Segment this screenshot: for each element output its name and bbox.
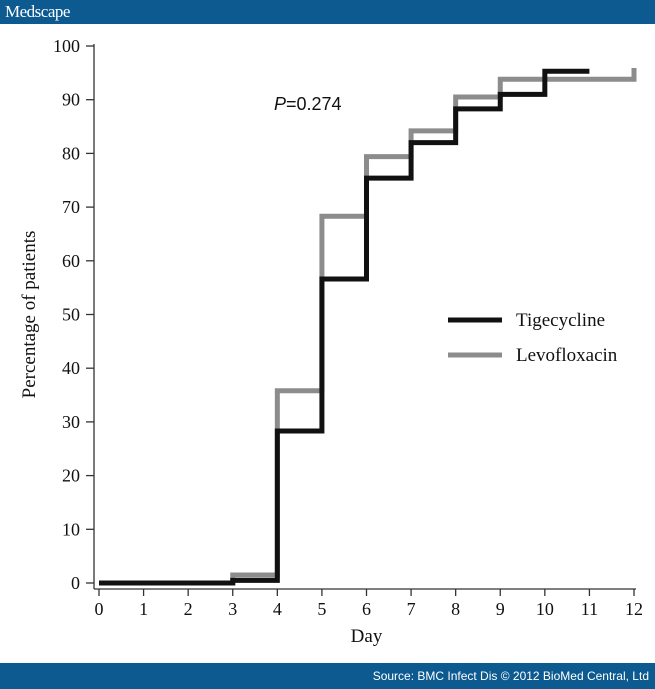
x-tick-label: 0 <box>95 599 104 619</box>
series-line-levofloxacin <box>99 68 637 586</box>
legend-label-levofloxacin: Levofloxacin <box>516 345 618 366</box>
x-tick-label: 12 <box>625 599 643 619</box>
x-tick-label: 1 <box>139 599 148 619</box>
y-tick-label: 20 <box>62 466 80 486</box>
y-tick-label: 10 <box>62 519 80 539</box>
x-tick-label: 8 <box>451 599 460 619</box>
y-axis-label: Percentage of patients <box>19 231 40 399</box>
y-tick-label: 60 <box>62 251 80 271</box>
x-tick-label: 9 <box>496 599 505 619</box>
x-tick-label: 6 <box>362 599 371 619</box>
y-tick-label: 100 <box>53 36 80 56</box>
x-tick-label: 10 <box>536 599 554 619</box>
y-tick-label: 40 <box>62 358 80 378</box>
y-tick-label: 70 <box>62 197 80 217</box>
y-tick-label: 30 <box>62 412 80 432</box>
medscape-logo: Medscape <box>5 2 70 21</box>
p-value: =0.274 <box>286 94 342 114</box>
header-bar: Medscape <box>0 0 655 24</box>
legend-label-tigecycline: Tigecycline <box>516 310 605 331</box>
x-tick-label: 3 <box>228 599 237 619</box>
series-line-tigecycline <box>99 68 590 586</box>
x-tick-label: 7 <box>407 599 416 619</box>
p-value-annotation: P=0.274 <box>274 94 342 114</box>
x-tick-label: 5 <box>317 599 326 619</box>
x-tick-label: 11 <box>581 599 598 619</box>
p-symbol: P <box>274 94 286 114</box>
y-tick-label: 90 <box>62 90 80 110</box>
source-credit: Source: BMC Infect Dis © 2012 BioMed Cen… <box>372 669 649 683</box>
x-tick-label: 4 <box>273 599 282 619</box>
x-tick-label: 2 <box>184 599 193 619</box>
footer-bar: Source: BMC Infect Dis © 2012 BioMed Cen… <box>0 663 655 689</box>
y-tick-label: 80 <box>62 143 80 163</box>
x-axis-label: Day <box>351 626 383 647</box>
y-tick-label: 0 <box>71 573 80 593</box>
y-tick-label: 50 <box>62 305 80 325</box>
